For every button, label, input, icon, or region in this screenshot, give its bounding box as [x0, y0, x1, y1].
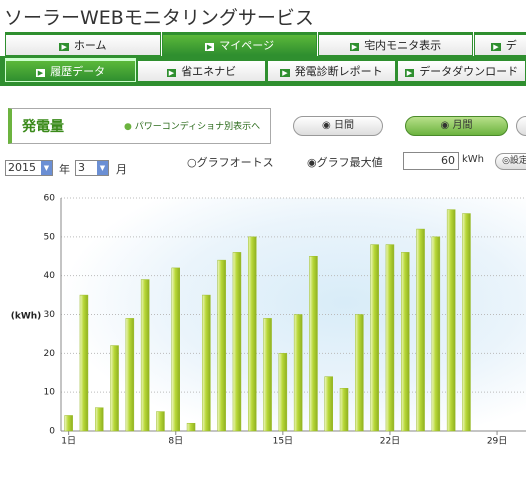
year-select[interactable]: 2015 ▼ — [5, 160, 53, 176]
subnav-tab[interactable]: 履歴データ — [5, 58, 136, 82]
y-axis-label: (kWh) — [11, 312, 42, 322]
bar — [278, 353, 288, 432]
bar — [462, 213, 471, 432]
x-tick-label: 22日 — [380, 436, 400, 447]
y-tick-label: 40 — [44, 271, 56, 281]
bar — [355, 314, 364, 432]
bar — [248, 236, 257, 432]
link-text[interactable]: パワーコンディショナ別表示へ — [134, 122, 261, 132]
bar — [324, 376, 333, 432]
y-tick-label: 20 — [44, 349, 56, 359]
bar — [309, 256, 318, 432]
x-tick-label: 8日 — [168, 436, 183, 447]
bar — [370, 244, 379, 432]
chart: (kWh) 0 10 20 30 40 50 60 1日 8日 15日 22日 29日 — [11, 194, 526, 447]
radio-max[interactable]: ◉グラフ最大値 — [307, 156, 383, 169]
bar — [186, 422, 196, 432]
period-button[interactable]: ◉ 日間 — [293, 116, 383, 136]
month: 3 — [78, 161, 85, 174]
bar — [339, 388, 349, 432]
bar — [401, 252, 410, 432]
nav-tab[interactable]: ホーム — [5, 32, 161, 56]
x-tick-label: 15日 — [273, 436, 293, 447]
bar — [140, 279, 150, 432]
bar — [171, 267, 180, 432]
bar — [110, 345, 119, 432]
site-title: ソーラーWEBモニタリングサービス — [4, 7, 314, 29]
y-tick-label: 30 — [44, 310, 56, 320]
set-button[interactable]: ◎設定 — [495, 153, 526, 170]
label: 設定 — [509, 156, 526, 166]
x-tick-label: 1日 — [61, 436, 76, 447]
subnav-tab[interactable]: 省エネナビ — [137, 58, 266, 82]
label: 月間 — [452, 120, 473, 131]
bar — [79, 294, 89, 432]
bar — [431, 236, 441, 432]
y-tick-label: 50 — [44, 232, 56, 242]
nav-tab[interactable]: デ — [474, 32, 526, 56]
label: 日間 — [333, 120, 354, 131]
max-input[interactable]: 60 — [403, 152, 459, 170]
label: グラフ最大値 — [316, 156, 383, 169]
x-tick-label: 29日 — [487, 436, 507, 447]
subnav-tab[interactable]: データダウンロード — [397, 58, 526, 82]
bar — [202, 294, 211, 432]
bar — [217, 259, 226, 432]
subnav-tab[interactable]: 発電診断レポート — [267, 58, 396, 82]
label: グラフオートス — [196, 156, 274, 169]
bar — [95, 407, 104, 432]
bar — [64, 415, 73, 432]
year: 2015 — [8, 161, 36, 174]
month-select[interactable]: 3 ▼ — [75, 160, 109, 176]
period-button[interactable]: ◉ 月間 — [405, 116, 508, 136]
nav-tab[interactable]: マイページ — [162, 32, 317, 56]
bar — [416, 228, 425, 432]
panel-title: 発電量 — [22, 119, 64, 135]
bar — [446, 209, 456, 432]
year-unit: 年 — [59, 163, 70, 176]
bar — [156, 411, 165, 432]
nav-tab[interactable]: 宅内モニタ表示 — [318, 32, 473, 56]
bar — [125, 318, 135, 432]
y-tick-label: 0 — [49, 427, 55, 437]
panel-link[interactable]: ● パワーコンディショナ別表示へ — [124, 122, 261, 132]
bar — [232, 252, 242, 432]
bar — [263, 318, 272, 432]
y-tick-label: 10 — [44, 388, 56, 398]
panel — [8, 108, 271, 144]
radio-auto[interactable]: ○グラフオートス — [187, 156, 274, 169]
y-tick-label: 60 — [44, 194, 56, 204]
max-unit: kWh — [462, 154, 485, 165]
bar — [293, 314, 303, 432]
bar — [385, 244, 395, 432]
period-button[interactable] — [516, 116, 526, 136]
month-unit: 月 — [116, 163, 127, 176]
